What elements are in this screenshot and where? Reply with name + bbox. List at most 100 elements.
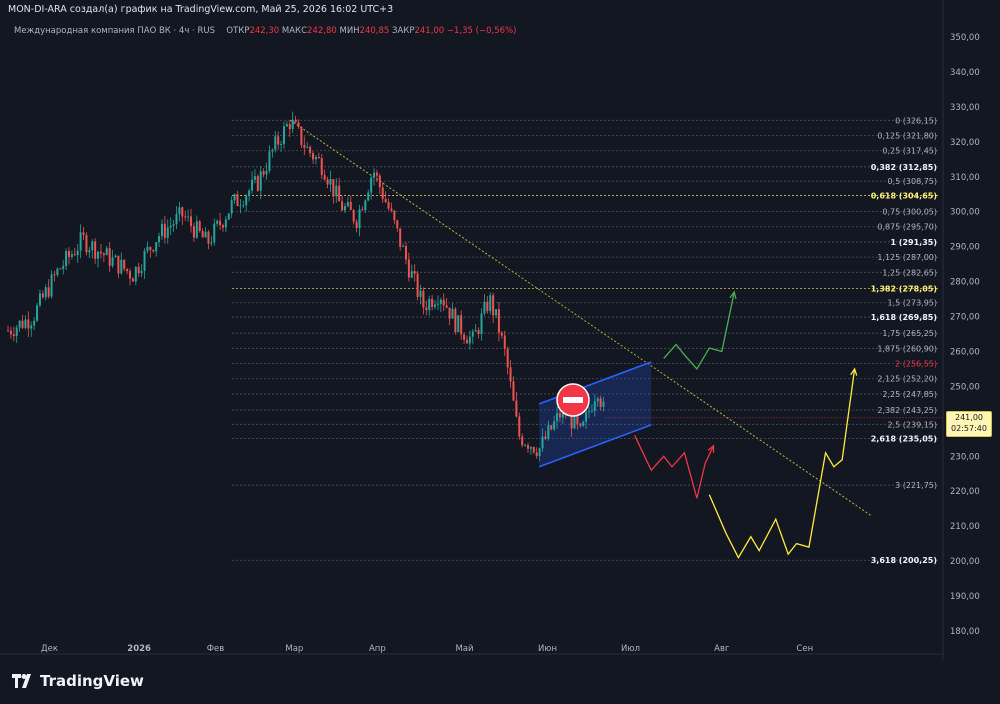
- candle-body: [207, 231, 210, 244]
- candle-body: [483, 301, 486, 314]
- candle-body: [213, 223, 216, 243]
- candle-body: [172, 224, 175, 226]
- candle-body: [38, 293, 41, 306]
- candle-body: [56, 268, 59, 276]
- candle-body: [256, 176, 259, 191]
- candle-body: [152, 250, 155, 252]
- candle-body: [329, 179, 332, 185]
- candle-body: [323, 175, 326, 180]
- candle-body: [335, 185, 338, 197]
- candle-body: [155, 242, 158, 252]
- candle-body: [515, 400, 518, 417]
- fib-level-label: 2,5 (239,15): [888, 420, 938, 429]
- x-tick-label: Дек: [41, 644, 58, 654]
- fib-level-label: 3 (221,75): [895, 481, 937, 490]
- candle-body: [97, 251, 100, 259]
- fib-level-label: 3,618 (200,25): [871, 556, 937, 565]
- candle-body: [120, 259, 123, 274]
- x-tick-label: Май: [455, 644, 473, 654]
- candle-body: [70, 254, 73, 258]
- legend-symbol[interactable]: Международная компания ПАО ВК · 4ч · RUS: [14, 26, 215, 36]
- candle-body: [590, 410, 593, 412]
- scenario-green-arrow: [729, 290, 737, 300]
- candle-body: [399, 228, 402, 247]
- x-tick-label: Сен: [796, 644, 813, 654]
- fib-level-label: 1,618 (269,85): [871, 313, 937, 322]
- candle-body: [492, 295, 495, 316]
- last-price-value: 241,00: [955, 413, 983, 422]
- fib-level-label: 1,382 (278,05): [871, 284, 937, 293]
- candle-body: [465, 339, 468, 344]
- fib-level-label: 0,25 (317,45): [882, 147, 937, 156]
- candle-body: [216, 220, 219, 224]
- candle-body: [146, 246, 149, 252]
- candle-body: [224, 219, 227, 228]
- candle-body: [12, 334, 15, 337]
- candle-body: [352, 209, 355, 222]
- candle-body: [245, 196, 248, 206]
- candle-body: [108, 248, 111, 266]
- candle-body: [21, 320, 24, 328]
- candle-body: [294, 119, 297, 123]
- candle-body: [248, 190, 251, 197]
- candle-body: [550, 425, 553, 430]
- scenario-red-arrow: [707, 444, 715, 453]
- x-tick-label: Июл: [621, 644, 640, 654]
- candle-body: [416, 273, 419, 297]
- candle-body: [413, 271, 416, 274]
- candle-body: [512, 381, 515, 401]
- candle-body: [30, 325, 33, 329]
- scenario-yellow-arrow: [850, 367, 858, 376]
- fib-level-label: 0,382 (312,85): [871, 163, 937, 172]
- candle-body: [343, 206, 346, 211]
- candle-body: [169, 225, 172, 228]
- candle-body: [88, 250, 91, 253]
- candle-body: [285, 124, 288, 127]
- candle-body: [535, 452, 538, 457]
- y-tick-label: 310,00: [950, 173, 980, 183]
- y-tick-label: 250,00: [950, 382, 980, 392]
- fib-level-label: 0,875 (295,70): [877, 223, 937, 232]
- legend-high-value: 242,80: [307, 26, 337, 36]
- candle-body: [190, 216, 193, 227]
- candle-body: [503, 335, 506, 349]
- candle-body: [140, 270, 143, 274]
- candle-body: [326, 179, 329, 185]
- candle-body: [556, 413, 559, 422]
- x-tick-label: Июн: [538, 644, 557, 654]
- candle-body: [346, 201, 349, 207]
- y-tick-label: 340,00: [950, 68, 980, 78]
- fib-level-label: 2,618 (235,05): [871, 435, 937, 444]
- symbol-legend: Международная компания ПАО ВК · 4ч · RUS…: [14, 26, 516, 36]
- candle-body: [306, 146, 309, 148]
- candle-body: [506, 348, 509, 368]
- candle-body: [158, 236, 161, 243]
- fib-level-label: 1,5 (273,95): [888, 299, 938, 308]
- candle-body: [163, 223, 166, 238]
- candle-body: [111, 257, 114, 266]
- candle-body: [15, 327, 18, 337]
- fib-level-label: 0,75 (300,05): [882, 208, 937, 217]
- candle-body: [7, 330, 9, 332]
- x-tick-label: Апр: [369, 644, 386, 654]
- candle-body: [201, 231, 204, 238]
- candle-body: [251, 179, 254, 191]
- candle-body: [143, 251, 146, 271]
- y-tick-label: 200,00: [950, 557, 980, 567]
- candle-body: [253, 176, 256, 180]
- candle-body: [303, 145, 306, 148]
- candle-body: [378, 175, 381, 188]
- tradingview-brand[interactable]: TradingView: [12, 672, 144, 690]
- candle-body: [396, 220, 399, 229]
- candle-body: [27, 319, 30, 329]
- candle-body: [582, 421, 585, 426]
- candle-body: [509, 367, 512, 382]
- candle-body: [44, 287, 47, 298]
- candle-body: [341, 201, 344, 211]
- candle-body: [271, 149, 274, 152]
- tradingview-brand-name: TradingView: [40, 672, 144, 690]
- scenario-green-path: [663, 291, 735, 371]
- candle-body: [370, 177, 373, 193]
- candle-body: [407, 259, 410, 278]
- candle-body: [99, 251, 102, 254]
